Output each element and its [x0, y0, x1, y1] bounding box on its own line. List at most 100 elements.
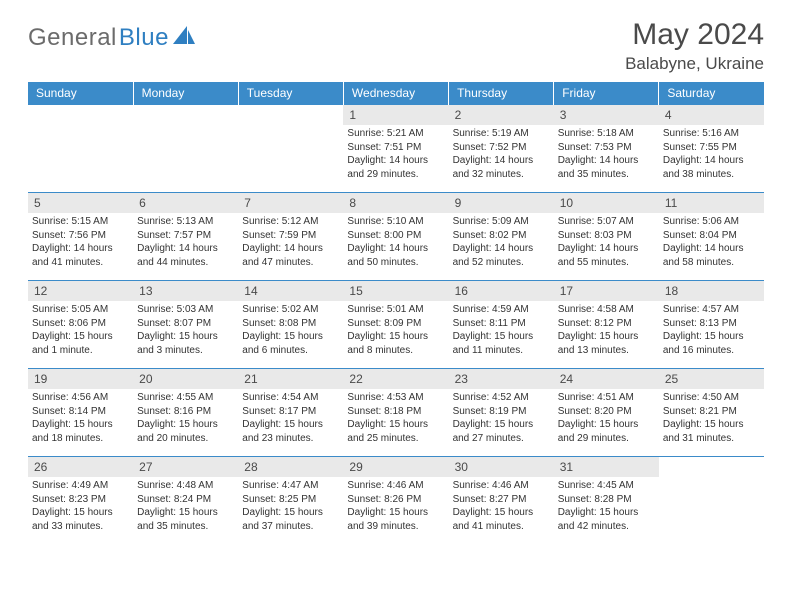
day-details: Sunrise: 4:52 AMSunset: 8:19 PMDaylight:…	[449, 391, 554, 449]
sunset-line: Sunset: 7:52 PM	[453, 141, 550, 155]
sunset-line: Sunset: 8:04 PM	[663, 229, 760, 243]
day-content: 28Sunrise: 4:47 AMSunset: 8:25 PMDayligh…	[238, 457, 343, 537]
sunrise-line: Sunrise: 4:50 AM	[663, 391, 760, 405]
sunrise-line: Sunrise: 5:07 AM	[558, 215, 655, 229]
sunset-line: Sunset: 7:59 PM	[242, 229, 339, 243]
sunset-line: Sunset: 7:51 PM	[347, 141, 444, 155]
sunrise-line: Sunrise: 5:18 AM	[558, 127, 655, 141]
daylight-line: Daylight: 15 hours and 3 minutes.	[137, 330, 234, 357]
calendar-cell: 29Sunrise: 4:46 AMSunset: 8:26 PMDayligh…	[343, 457, 448, 545]
calendar-cell: 1Sunrise: 5:21 AMSunset: 7:51 PMDaylight…	[343, 105, 448, 193]
calendar-cell: 21Sunrise: 4:54 AMSunset: 8:17 PMDayligh…	[238, 369, 343, 457]
day-number: 21	[238, 369, 343, 389]
day-content: 10Sunrise: 5:07 AMSunset: 8:03 PMDayligh…	[554, 193, 659, 273]
sunset-line: Sunset: 8:09 PM	[347, 317, 444, 331]
sunrise-line: Sunrise: 4:46 AM	[453, 479, 550, 493]
day-details: Sunrise: 4:59 AMSunset: 8:11 PMDaylight:…	[449, 303, 554, 361]
sunset-line: Sunset: 8:23 PM	[32, 493, 129, 507]
sunrise-line: Sunrise: 5:13 AM	[137, 215, 234, 229]
calendar-cell: 27Sunrise: 4:48 AMSunset: 8:24 PMDayligh…	[133, 457, 238, 545]
sunrise-line: Sunrise: 5:21 AM	[347, 127, 444, 141]
day-content: 2Sunrise: 5:19 AMSunset: 7:52 PMDaylight…	[449, 105, 554, 185]
day-number: 3	[554, 105, 659, 125]
day-content: 14Sunrise: 5:02 AMSunset: 8:08 PMDayligh…	[238, 281, 343, 361]
day-details: Sunrise: 4:57 AMSunset: 8:13 PMDaylight:…	[659, 303, 764, 361]
day-details: Sunrise: 4:47 AMSunset: 8:25 PMDaylight:…	[238, 479, 343, 537]
day-content: 5Sunrise: 5:15 AMSunset: 7:56 PMDaylight…	[28, 193, 133, 273]
sunset-line: Sunset: 8:03 PM	[558, 229, 655, 243]
day-content: 27Sunrise: 4:48 AMSunset: 8:24 PMDayligh…	[133, 457, 238, 537]
day-number: 19	[28, 369, 133, 389]
sunset-line: Sunset: 8:00 PM	[347, 229, 444, 243]
day-details: Sunrise: 4:49 AMSunset: 8:23 PMDaylight:…	[28, 479, 133, 537]
day-content: 1Sunrise: 5:21 AMSunset: 7:51 PMDaylight…	[343, 105, 448, 185]
day-details: Sunrise: 5:12 AMSunset: 7:59 PMDaylight:…	[238, 215, 343, 273]
day-number: 23	[449, 369, 554, 389]
sunset-line: Sunset: 8:20 PM	[558, 405, 655, 419]
day-number: 1	[343, 105, 448, 125]
calendar-cell: 17Sunrise: 4:58 AMSunset: 8:12 PMDayligh…	[554, 281, 659, 369]
day-number: 15	[343, 281, 448, 301]
calendar-cell: 8Sunrise: 5:10 AMSunset: 8:00 PMDaylight…	[343, 193, 448, 281]
day-details: Sunrise: 5:02 AMSunset: 8:08 PMDaylight:…	[238, 303, 343, 361]
day-details: Sunrise: 4:45 AMSunset: 8:28 PMDaylight:…	[554, 479, 659, 537]
sunrise-line: Sunrise: 4:57 AM	[663, 303, 760, 317]
page-header: GeneralBlue May 2024 Balabyne, Ukraine	[28, 18, 764, 74]
day-number: 20	[133, 369, 238, 389]
location-label: Balabyne, Ukraine	[625, 54, 764, 74]
daylight-line: Daylight: 14 hours and 44 minutes.	[137, 242, 234, 269]
daylight-line: Daylight: 14 hours and 47 minutes.	[242, 242, 339, 269]
daylight-line: Daylight: 15 hours and 29 minutes.	[558, 418, 655, 445]
sunset-line: Sunset: 8:08 PM	[242, 317, 339, 331]
dayname-header: Monday	[133, 82, 238, 105]
day-content: 26Sunrise: 4:49 AMSunset: 8:23 PMDayligh…	[28, 457, 133, 537]
day-content: 30Sunrise: 4:46 AMSunset: 8:27 PMDayligh…	[449, 457, 554, 537]
calendar-cell: 20Sunrise: 4:55 AMSunset: 8:16 PMDayligh…	[133, 369, 238, 457]
sunrise-line: Sunrise: 5:15 AM	[32, 215, 129, 229]
day-number: 12	[28, 281, 133, 301]
day-number: 17	[554, 281, 659, 301]
sunset-line: Sunset: 8:07 PM	[137, 317, 234, 331]
day-content: 4Sunrise: 5:16 AMSunset: 7:55 PMDaylight…	[659, 105, 764, 185]
sunset-line: Sunset: 8:18 PM	[347, 405, 444, 419]
day-number: 5	[28, 193, 133, 213]
sunrise-line: Sunrise: 5:12 AM	[242, 215, 339, 229]
calendar-header-row: SundayMondayTuesdayWednesdayThursdayFrid…	[28, 82, 764, 105]
day-number: 24	[554, 369, 659, 389]
calendar-cell: 13Sunrise: 5:03 AMSunset: 8:07 PMDayligh…	[133, 281, 238, 369]
sunset-line: Sunset: 7:53 PM	[558, 141, 655, 155]
sunrise-line: Sunrise: 4:59 AM	[453, 303, 550, 317]
daylight-line: Daylight: 15 hours and 8 minutes.	[347, 330, 444, 357]
calendar-page: GeneralBlue May 2024 Balabyne, Ukraine S…	[0, 0, 792, 545]
sunrise-line: Sunrise: 5:16 AM	[663, 127, 760, 141]
calendar-cell: 22Sunrise: 4:53 AMSunset: 8:18 PMDayligh…	[343, 369, 448, 457]
sunrise-line: Sunrise: 4:47 AM	[242, 479, 339, 493]
daylight-line: Daylight: 14 hours and 35 minutes.	[558, 154, 655, 181]
calendar-body: 1 Sunrise: 5:21 AMSunset: 7:51 PM Daylight…	[28, 105, 764, 545]
calendar-cell: 4Sunrise: 5:16 AMSunset: 7:55 PMDaylight…	[659, 105, 764, 193]
sunrise-line: Sunrise: 5:06 AM	[663, 215, 760, 229]
day-number: 29	[343, 457, 448, 477]
calendar-week-row: 1 Sunrise: 5:21 AMSunset: 7:51 PM Daylight…	[28, 105, 764, 193]
calendar-cell: 16Sunrise: 4:59 AMSunset: 8:11 PMDayligh…	[449, 281, 554, 369]
calendar-cell: 14Sunrise: 5:02 AMSunset: 8:08 PMDayligh…	[238, 281, 343, 369]
daylight-line: Daylight: 15 hours and 1 minute.	[32, 330, 129, 357]
month-title: May 2024	[625, 18, 764, 52]
sunrise-line: Sunrise: 5:01 AM	[347, 303, 444, 317]
day-number: 4	[659, 105, 764, 125]
day-number: 27	[133, 457, 238, 477]
calendar-cell: 18Sunrise: 4:57 AMSunset: 8:13 PMDayligh…	[659, 281, 764, 369]
calendar-cell: 25Sunrise: 4:50 AMSunset: 8:21 PMDayligh…	[659, 369, 764, 457]
day-number: 16	[449, 281, 554, 301]
daylight-line: Daylight: 15 hours and 31 minutes.	[663, 418, 760, 445]
daylight-line: Daylight: 14 hours and 38 minutes.	[663, 154, 760, 181]
calendar-cell: 11Sunrise: 5:06 AMSunset: 8:04 PMDayligh…	[659, 193, 764, 281]
calendar-cell: 23Sunrise: 4:52 AMSunset: 8:19 PMDayligh…	[449, 369, 554, 457]
sunrise-line: Sunrise: 4:54 AM	[242, 391, 339, 405]
day-content: 21Sunrise: 4:54 AMSunset: 8:17 PMDayligh…	[238, 369, 343, 449]
day-details: Sunrise: 4:54 AMSunset: 8:17 PMDaylight:…	[238, 391, 343, 449]
day-details: Sunrise: 4:48 AMSunset: 8:24 PMDaylight:…	[133, 479, 238, 537]
day-details: Sunrise: 4:51 AMSunset: 8:20 PMDaylight:…	[554, 391, 659, 449]
day-content: 22Sunrise: 4:53 AMSunset: 8:18 PMDayligh…	[343, 369, 448, 449]
dayname-header: Wednesday	[343, 82, 448, 105]
